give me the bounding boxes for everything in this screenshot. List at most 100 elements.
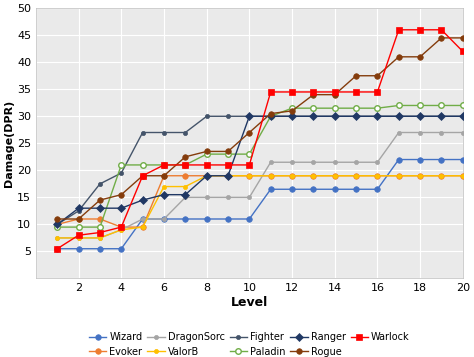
Wizard — [310, 187, 316, 191]
Wizard — [76, 247, 82, 251]
Paladin — [204, 152, 210, 156]
Paladin — [161, 163, 167, 167]
DragonSorc — [182, 195, 188, 200]
Evoker — [396, 174, 401, 178]
ValorB — [289, 174, 295, 178]
Evoker — [417, 174, 423, 178]
Paladin — [97, 225, 103, 229]
DragonSorc — [55, 236, 60, 240]
Paladin — [76, 225, 82, 229]
Warlock — [246, 163, 252, 167]
Ranger — [310, 114, 316, 119]
Paladin — [225, 152, 231, 156]
Paladin — [460, 103, 465, 107]
Paladin — [417, 103, 423, 107]
Wizard — [417, 157, 423, 162]
Rogue — [246, 130, 252, 135]
Paladin — [246, 152, 252, 156]
Legend: Wizard, Evoker, DragonSorc, ValorB, Fighter, Paladin, Ranger, Rogue, Warlock: Wizard, Evoker, DragonSorc, ValorB, Figh… — [89, 332, 410, 357]
Rogue — [374, 74, 380, 78]
Warlock — [140, 174, 146, 178]
Wizard — [246, 217, 252, 221]
ValorB — [161, 185, 167, 189]
Evoker — [289, 174, 295, 178]
Warlock — [118, 225, 124, 229]
ValorB — [76, 236, 82, 240]
Evoker — [76, 217, 82, 221]
Evoker — [118, 225, 124, 229]
Fighter — [204, 114, 210, 119]
Evoker — [268, 174, 273, 178]
Ranger — [204, 174, 210, 178]
Rogue — [289, 109, 295, 113]
DragonSorc — [97, 236, 103, 240]
Ranger — [332, 114, 337, 119]
Ranger — [118, 206, 124, 210]
Warlock — [76, 233, 82, 237]
Wizard — [396, 157, 401, 162]
DragonSorc — [460, 130, 465, 135]
Ranger — [353, 114, 359, 119]
Ranger — [246, 114, 252, 119]
Ranger — [268, 114, 273, 119]
DragonSorc — [310, 160, 316, 164]
Fighter — [118, 171, 124, 175]
Evoker — [353, 174, 359, 178]
Warlock — [353, 90, 359, 94]
Fighter — [374, 114, 380, 119]
Fighter — [310, 114, 316, 119]
DragonSorc — [76, 236, 82, 240]
Fighter — [289, 114, 295, 119]
Ranger — [438, 114, 444, 119]
Wizard — [140, 217, 146, 221]
Rogue — [161, 174, 167, 178]
Warlock — [97, 230, 103, 235]
Rogue — [396, 55, 401, 59]
Line: Ranger: Ranger — [55, 114, 465, 227]
ValorB — [396, 174, 401, 178]
Paladin — [55, 225, 60, 229]
Evoker — [204, 174, 210, 178]
Ranger — [460, 114, 465, 119]
Rogue — [204, 149, 210, 154]
Ranger — [140, 198, 146, 202]
Ranger — [182, 192, 188, 197]
Evoker — [438, 174, 444, 178]
Ranger — [55, 222, 60, 227]
Rogue — [332, 92, 337, 97]
Warlock — [396, 27, 401, 32]
DragonSorc — [417, 130, 423, 135]
Line: Rogue: Rogue — [55, 35, 465, 222]
Wizard — [204, 217, 210, 221]
DragonSorc — [161, 217, 167, 221]
Rogue — [353, 74, 359, 78]
ValorB — [55, 236, 60, 240]
Paladin — [289, 106, 295, 110]
Wizard — [374, 187, 380, 191]
Evoker — [55, 222, 60, 227]
DragonSorc — [374, 160, 380, 164]
Rogue — [76, 217, 82, 221]
Line: Evoker: Evoker — [55, 173, 465, 230]
Paladin — [396, 103, 401, 107]
Rogue — [268, 111, 273, 116]
DragonSorc — [332, 160, 337, 164]
Ranger — [289, 114, 295, 119]
Wizard — [161, 217, 167, 221]
Paladin — [332, 106, 337, 110]
Fighter — [140, 130, 146, 135]
Warlock — [204, 163, 210, 167]
Warlock — [225, 163, 231, 167]
Ranger — [396, 114, 401, 119]
Paladin — [310, 106, 316, 110]
Rogue — [55, 217, 60, 221]
Rogue — [438, 36, 444, 40]
ValorB — [374, 174, 380, 178]
ValorB — [182, 185, 188, 189]
Wizard — [118, 247, 124, 251]
Warlock — [332, 90, 337, 94]
Line: Warlock: Warlock — [55, 27, 465, 251]
DragonSorc — [396, 130, 401, 135]
Fighter — [225, 114, 231, 119]
Wizard — [97, 247, 103, 251]
